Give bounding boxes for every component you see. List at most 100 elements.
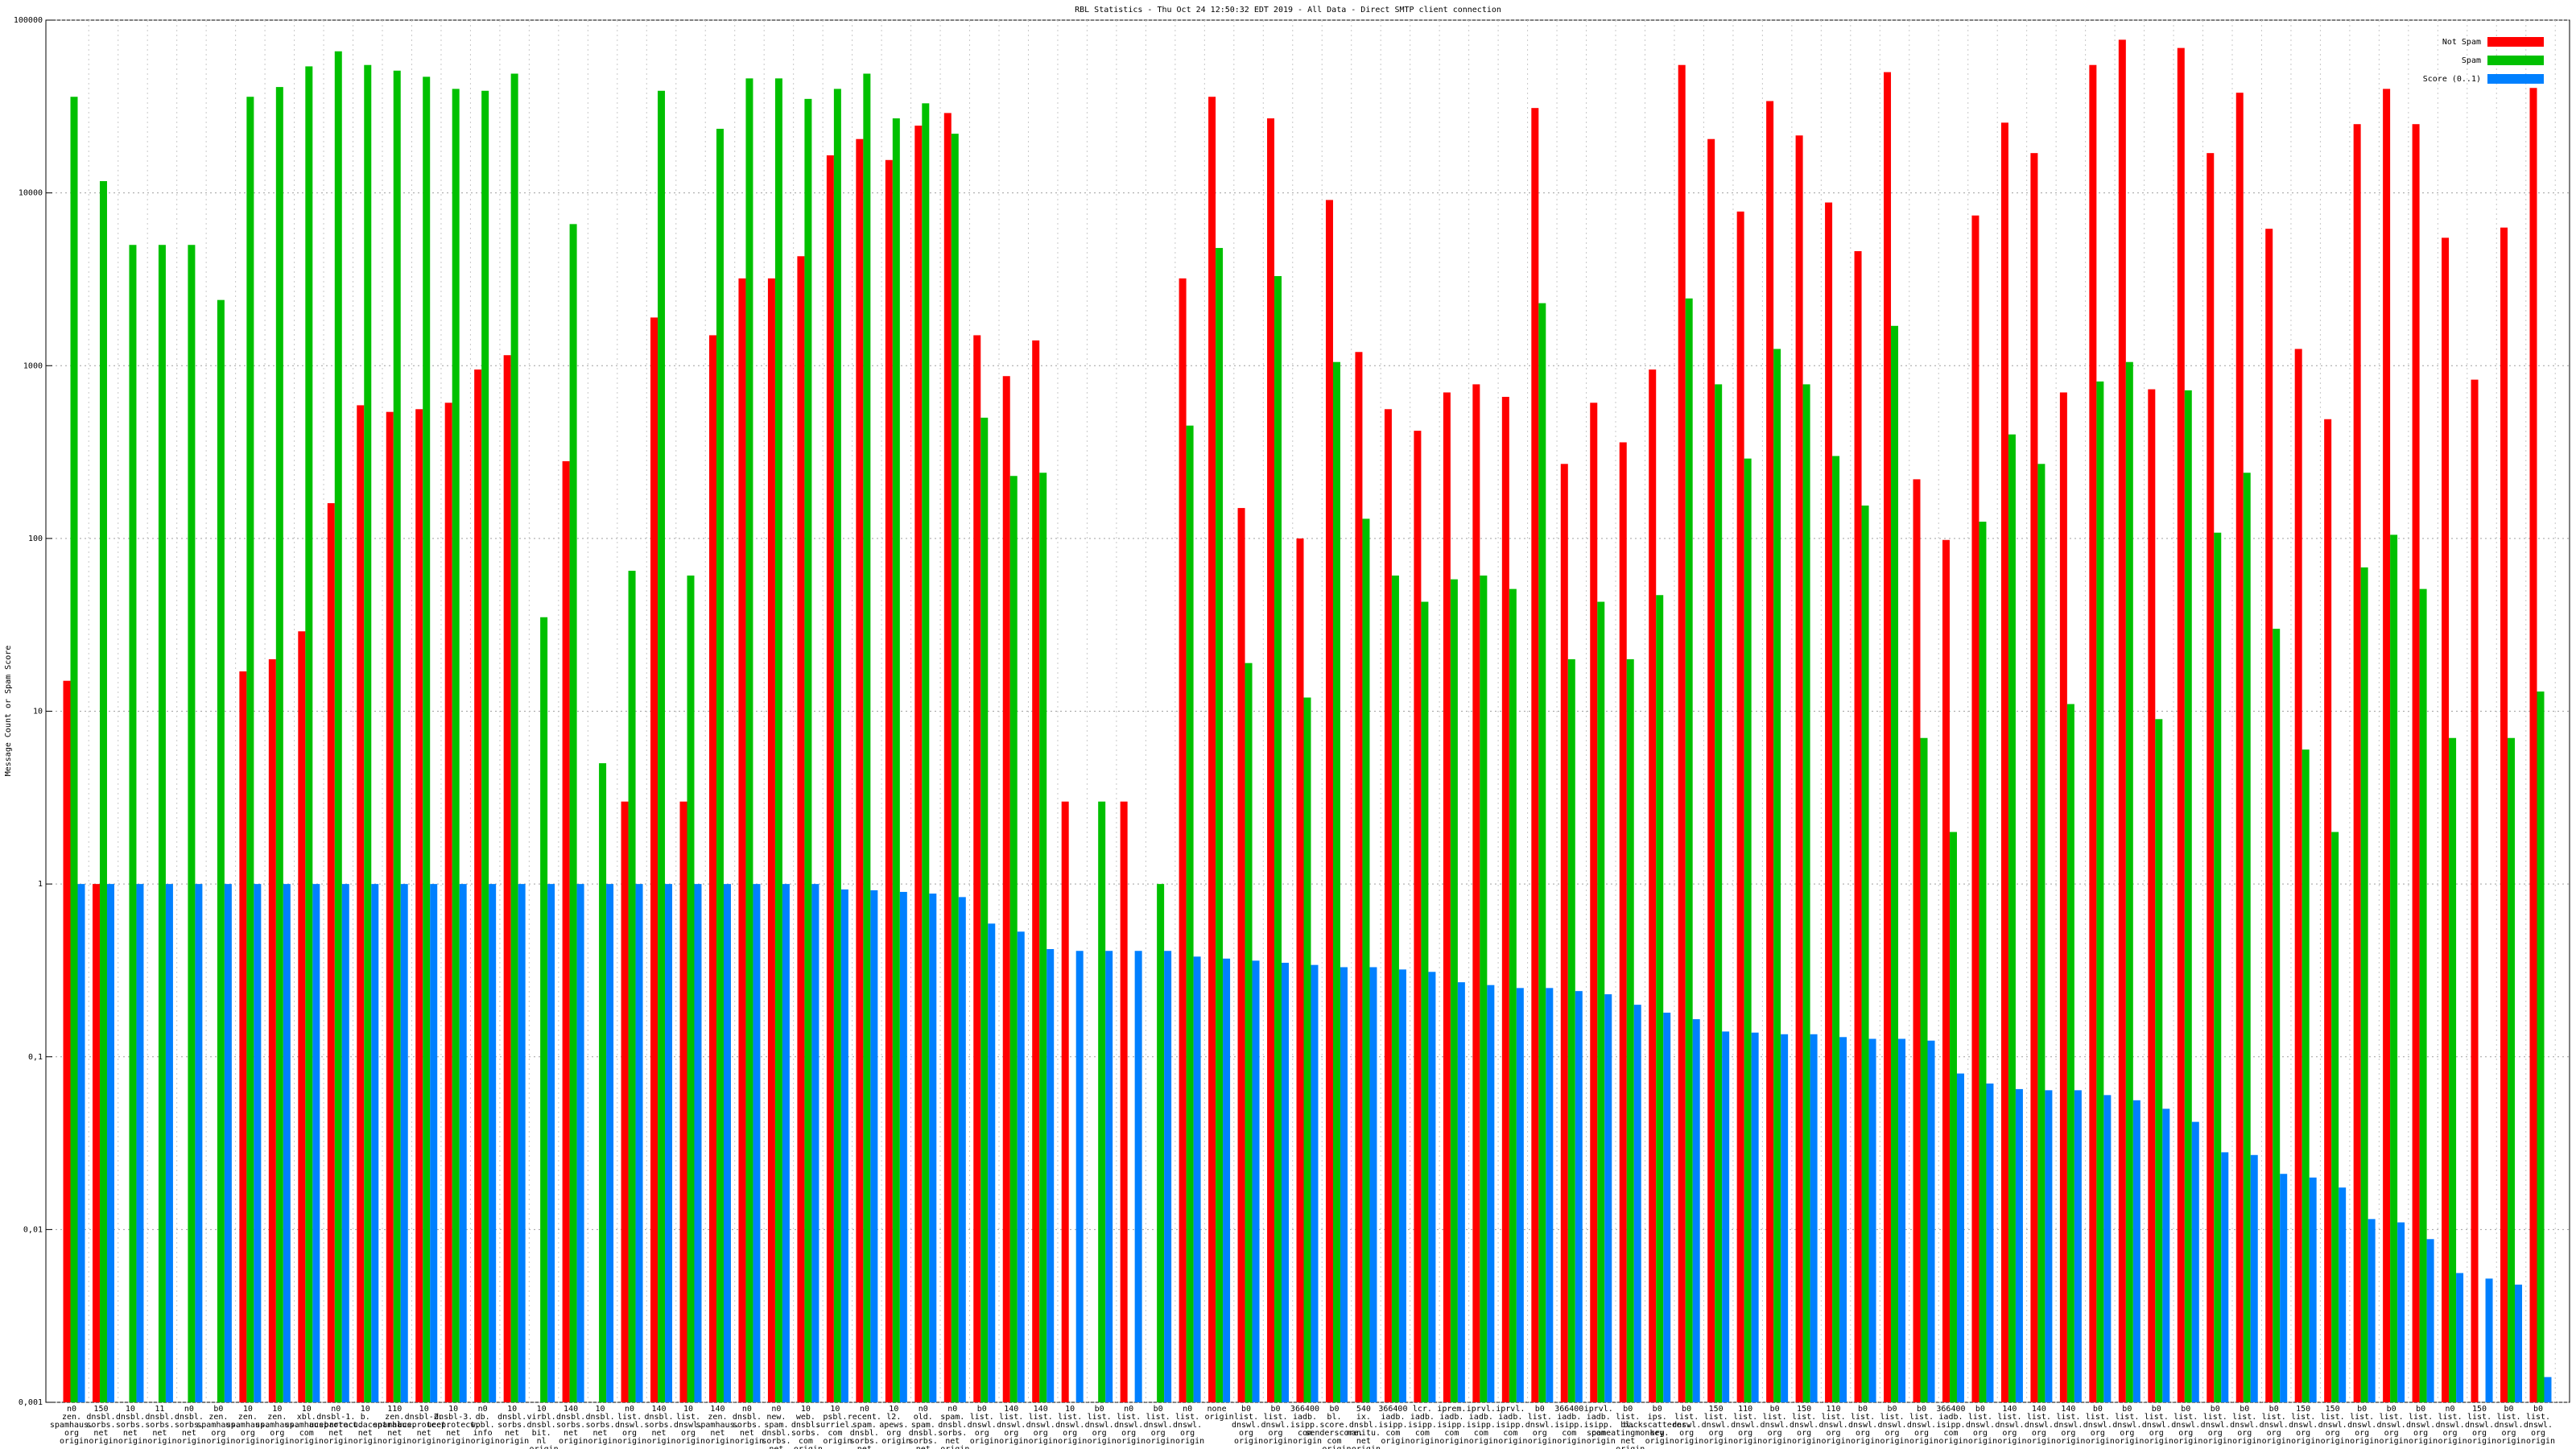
x-tick-label: b0 list. dnswl. org origin [2171,1405,2205,1446]
bar [2235,93,2244,1402]
bar [2544,1377,2552,1402]
bar [833,89,841,1403]
bar [1039,473,1047,1402]
x-tick-label: 10 web. dnsbl. sorbs. com origin [791,1405,825,1449]
bar [1075,951,1084,1402]
bar [1223,958,1231,1402]
y-tick-label: 100 [28,535,43,543]
x-tick-label: b0 list. dnswl. org origin [2112,1405,2146,1446]
bar [2132,1100,2140,1402]
bar [1898,1038,1906,1402]
x-tick-label: 140 list. dnswl. org origin [1995,1405,2029,1446]
x-tick-label: 140 list. dnswl. org origin [997,1405,1030,1446]
bar [1663,1012,1671,1402]
bar [870,890,878,1402]
x-tick-label: 140 list. dnswl. org origin [1026,1405,1060,1446]
bar [2419,588,2427,1402]
bar [899,891,907,1402]
bar [2471,379,2479,1402]
x-tick-label: 10 zen. spamhaus. org origin [255,1405,303,1446]
bar [1472,384,1480,1403]
bar [1854,251,1862,1402]
x-tick-label: 150 list. dnswl. org origin [2289,1405,2322,1446]
y-tick-label: 10 [33,708,43,716]
x-tick-label: n0 new. spam. dnsbl. sorbs. net origin [762,1405,795,1449]
bar [2397,1222,2405,1402]
bar [158,245,166,1403]
x-tick-label: n0 db. wpbl. info origin [471,1405,500,1446]
bar [2000,122,2008,1402]
bar [2045,1090,2053,1402]
bar [2426,1239,2434,1402]
bar [1744,458,1752,1402]
x-tick-label: 140 zen. spamhaus. net origin [696,1405,744,1446]
bar [1252,960,1260,1402]
bar [283,884,291,1402]
bar [334,51,342,1403]
bar [929,894,937,1402]
x-tick-label: b0 list. dnswl. org origin [1848,1405,1882,1446]
bar [70,97,78,1403]
bar [459,884,467,1402]
x-tick-label: iprvl. iadb. isipp. com origin [1496,1405,1530,1446]
bar [1766,101,1774,1402]
bar [430,884,438,1402]
bar [2265,229,2273,1403]
bar [298,631,306,1402]
x-tick-label: 10 list. dnswl. org origin [1055,1405,1089,1446]
bar [364,64,372,1403]
bar [2250,1154,2258,1402]
bar [99,180,107,1403]
bar [2309,1177,2317,1402]
x-tick-label: b0 list. dnswl. org origin [2201,1405,2235,1446]
x-tick-label: b0 list. dnswl. org origin [1144,1405,1178,1446]
bar [1267,118,1275,1402]
bar [2103,1095,2112,1402]
bar [1186,425,1194,1403]
x-tick-label: b0 list. dnswl. org origin [1761,1405,1794,1446]
x-tick-label: b0 list. dnswl. org origin [1232,1405,1265,1446]
bar [1773,349,1781,1402]
bar [1398,969,1406,1402]
bar [723,884,731,1402]
bar [2008,434,2016,1402]
x-tick-label: iprem. iadb. isipp. com origin [1437,1405,1471,1446]
x-tick-label: 150 list. dnswl. org origin [2318,1405,2352,1446]
bar [1046,948,1055,1402]
bar [188,245,196,1403]
x-tick-label: 366400 iadb. isipp. com origin [1936,1405,1970,1446]
bar [1920,737,1928,1402]
bar [1656,595,1664,1402]
bar [2243,473,2251,1402]
x-tick-label: b0 list. dnswl. org origin [2347,1405,2381,1446]
x-tick-label: none origin [1205,1405,1234,1422]
x-tick-label: 110 list. dnswl. org origin [1731,1405,1765,1446]
bar [2214,532,2222,1402]
bar [386,411,394,1402]
bar [1597,601,1605,1402]
bar [2339,1187,2347,1402]
bar [92,884,100,1402]
bar [2089,64,2097,1403]
x-tick-label: b0 list. dnswl. org origin [1261,1405,1294,1446]
bar [569,224,577,1403]
bar [738,278,746,1403]
bar [2125,361,2133,1402]
bar [423,76,431,1403]
x-tick-label: b0 list. dnswl. org origin [968,1405,1001,1446]
bar [1245,663,1253,1402]
bar [1956,1073,1964,1402]
x-tick-label: 150 dnsbl. sorbs. net origin [86,1405,120,1446]
bar [840,889,848,1402]
bar [540,617,548,1402]
bar [1685,298,1693,1402]
bar [1237,508,1245,1402]
bar [1891,325,1899,1402]
bar [136,884,144,1402]
bar [1428,972,1436,1402]
y-tick-label: 0,1 [28,1053,43,1062]
bar [576,884,584,1402]
legend-label: Not Spam [2442,38,2481,47]
bar [1825,202,1833,1402]
